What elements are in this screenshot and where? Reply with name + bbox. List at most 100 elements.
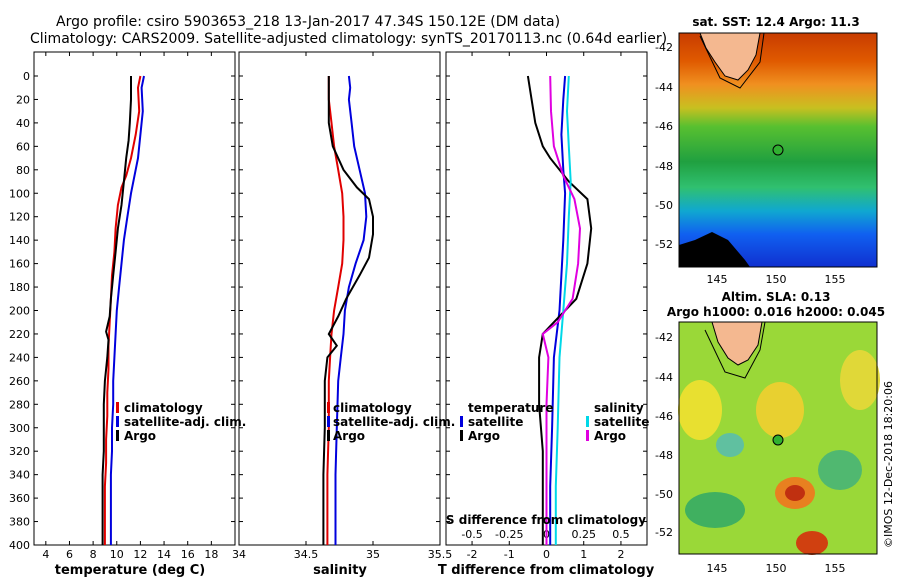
map-lat-label: -42 [655, 331, 673, 344]
map-lat-label: -44 [655, 371, 673, 384]
map-lon-label: 150 [766, 273, 787, 286]
y-tick-label: 60 [16, 140, 30, 153]
legend-t-satellite: satellite [468, 415, 523, 429]
legend-temperature-title: temperature [468, 401, 553, 415]
map-lon-label: 155 [825, 273, 846, 286]
sla-anomaly [756, 382, 804, 438]
y-tick-label: 160 [9, 258, 30, 271]
sla-front-contour [704, 321, 766, 379]
legend-argo: Argo [333, 429, 365, 443]
temperature-xlabel: temperature (deg C) [55, 563, 205, 578]
x-tick-label: 35 [366, 548, 380, 561]
sla-anomaly [685, 492, 745, 528]
series-line-s-satellite [554, 75, 572, 545]
sst-map-title: sat. SST: 12.4 Argo: 11.3 [692, 15, 859, 29]
x-tick-label: 18 [204, 548, 218, 561]
x-top-tick-label: -0.5 [461, 528, 482, 541]
y-tick-label: 380 [9, 516, 30, 529]
y-tick-label: 220 [9, 328, 30, 341]
legend-swatch-satellite [327, 416, 330, 427]
x-tick-label: 34.5 [294, 548, 319, 561]
sla-land-tasmania [711, 321, 763, 366]
legend-swatch-satellite [116, 416, 119, 427]
legend-swatch-s-satellite [586, 416, 589, 427]
y-tick-label: 100 [9, 187, 30, 200]
legend-swatch-argo [327, 430, 330, 441]
temperature-legend: climatology satellite-adj. clim. Argo [116, 401, 246, 443]
sla-anomaly [678, 380, 722, 440]
y-tick-label: 200 [9, 305, 30, 318]
map-lon-label: 155 [825, 562, 846, 575]
y-tick-label: 240 [9, 351, 30, 364]
x-tick-label: 35.5 [428, 548, 453, 561]
x-top-tick-label: -0.25 [495, 528, 523, 541]
legend-swatch-climatology [327, 402, 330, 413]
legend-climatology: climatology [124, 401, 203, 415]
sst-front-contour [699, 32, 765, 89]
sla-anomaly [716, 433, 744, 457]
x-tick-label: 6 [66, 548, 73, 561]
temperature-plot-frame [33, 51, 236, 546]
sla-anomaly [818, 450, 862, 490]
sst-argo-marker [772, 144, 784, 156]
map-lon-label: 145 [707, 273, 728, 286]
y-tick-label: 140 [9, 234, 30, 247]
difference-axes: -2 -1 0 1 2-0.5 -0.25 0 0.25 0.5 [446, 52, 647, 561]
legend-swatch-t-argo [460, 430, 463, 441]
x-tick-label: 8 [90, 548, 97, 561]
sla-anomaly [796, 531, 828, 555]
x-tick-label: 4 [42, 548, 49, 561]
x-top-tick-label: 0.25 [571, 528, 596, 541]
legend-argo: Argo [124, 429, 156, 443]
x-tick-label: 12 [133, 548, 147, 561]
y-tick-label: 260 [9, 375, 30, 388]
sst-map [678, 32, 878, 268]
legend-climatology: climatology [333, 401, 412, 415]
y-tick-label: 0 [23, 70, 30, 83]
map-lat-label: -48 [655, 160, 673, 173]
title-line2: Climatology: CARS2009. Satellite-adjuste… [30, 31, 667, 47]
x-tick-label: 1 [580, 548, 587, 561]
map-lat-label: -46 [655, 410, 673, 423]
map-lat-label: -44 [655, 81, 673, 94]
y-tick-label: 360 [9, 492, 30, 505]
legend-t-argo: Argo [468, 429, 500, 443]
legend-satellite: satellite-adj. clim. [333, 415, 455, 429]
series-line-s-argo [541, 75, 582, 545]
difference-top-label: S difference from climatology [446, 513, 646, 527]
salinity-xlabel: salinity [313, 563, 367, 578]
title-line1: Argo profile: csiro 5903653_218 13-Jan-2… [56, 14, 560, 30]
series-line-satellite-adj.-clim. [109, 75, 145, 545]
salinity-axes: 34 34.5 35 35.5 [232, 52, 452, 561]
sla-anomaly [785, 485, 805, 501]
x-tick-label: 14 [157, 548, 171, 561]
legend-satellite: satellite-adj. clim. [124, 415, 246, 429]
temperature-series [101, 75, 145, 545]
x-tick-label: -2 [467, 548, 478, 561]
map-lon-label: 145 [707, 562, 728, 575]
sla-map [678, 321, 880, 555]
map-lat-label: -52 [655, 238, 673, 251]
y-tick-label: 40 [16, 117, 30, 130]
map-lat-label: -42 [655, 41, 673, 54]
map-lat-label: -52 [655, 526, 673, 539]
series-line-satellite-adj.-clim. [334, 75, 368, 545]
salinity-plot-frame [238, 51, 441, 546]
map-lat-label: -50 [655, 488, 673, 501]
map-lat-label: -48 [655, 449, 673, 462]
y-tick-label: 20 [16, 93, 30, 106]
x-tick-label: -1 [504, 548, 515, 561]
series-line-argo [322, 76, 374, 545]
sst-map-border [678, 32, 878, 268]
legend-salinity-title: salinity [594, 401, 644, 415]
sst-land-tasmania [699, 32, 761, 81]
legend-swatch-s-argo [586, 430, 589, 441]
sla-argo-marker [772, 434, 784, 446]
sla-anomaly [840, 350, 880, 410]
difference-series [526, 75, 593, 545]
y-tick-label: 300 [9, 422, 30, 435]
x-tick-label: 34 [232, 548, 246, 561]
map-lat-label: -50 [655, 199, 673, 212]
x-tick-label: 16 [181, 548, 195, 561]
legend-s-argo: Argo [594, 429, 626, 443]
